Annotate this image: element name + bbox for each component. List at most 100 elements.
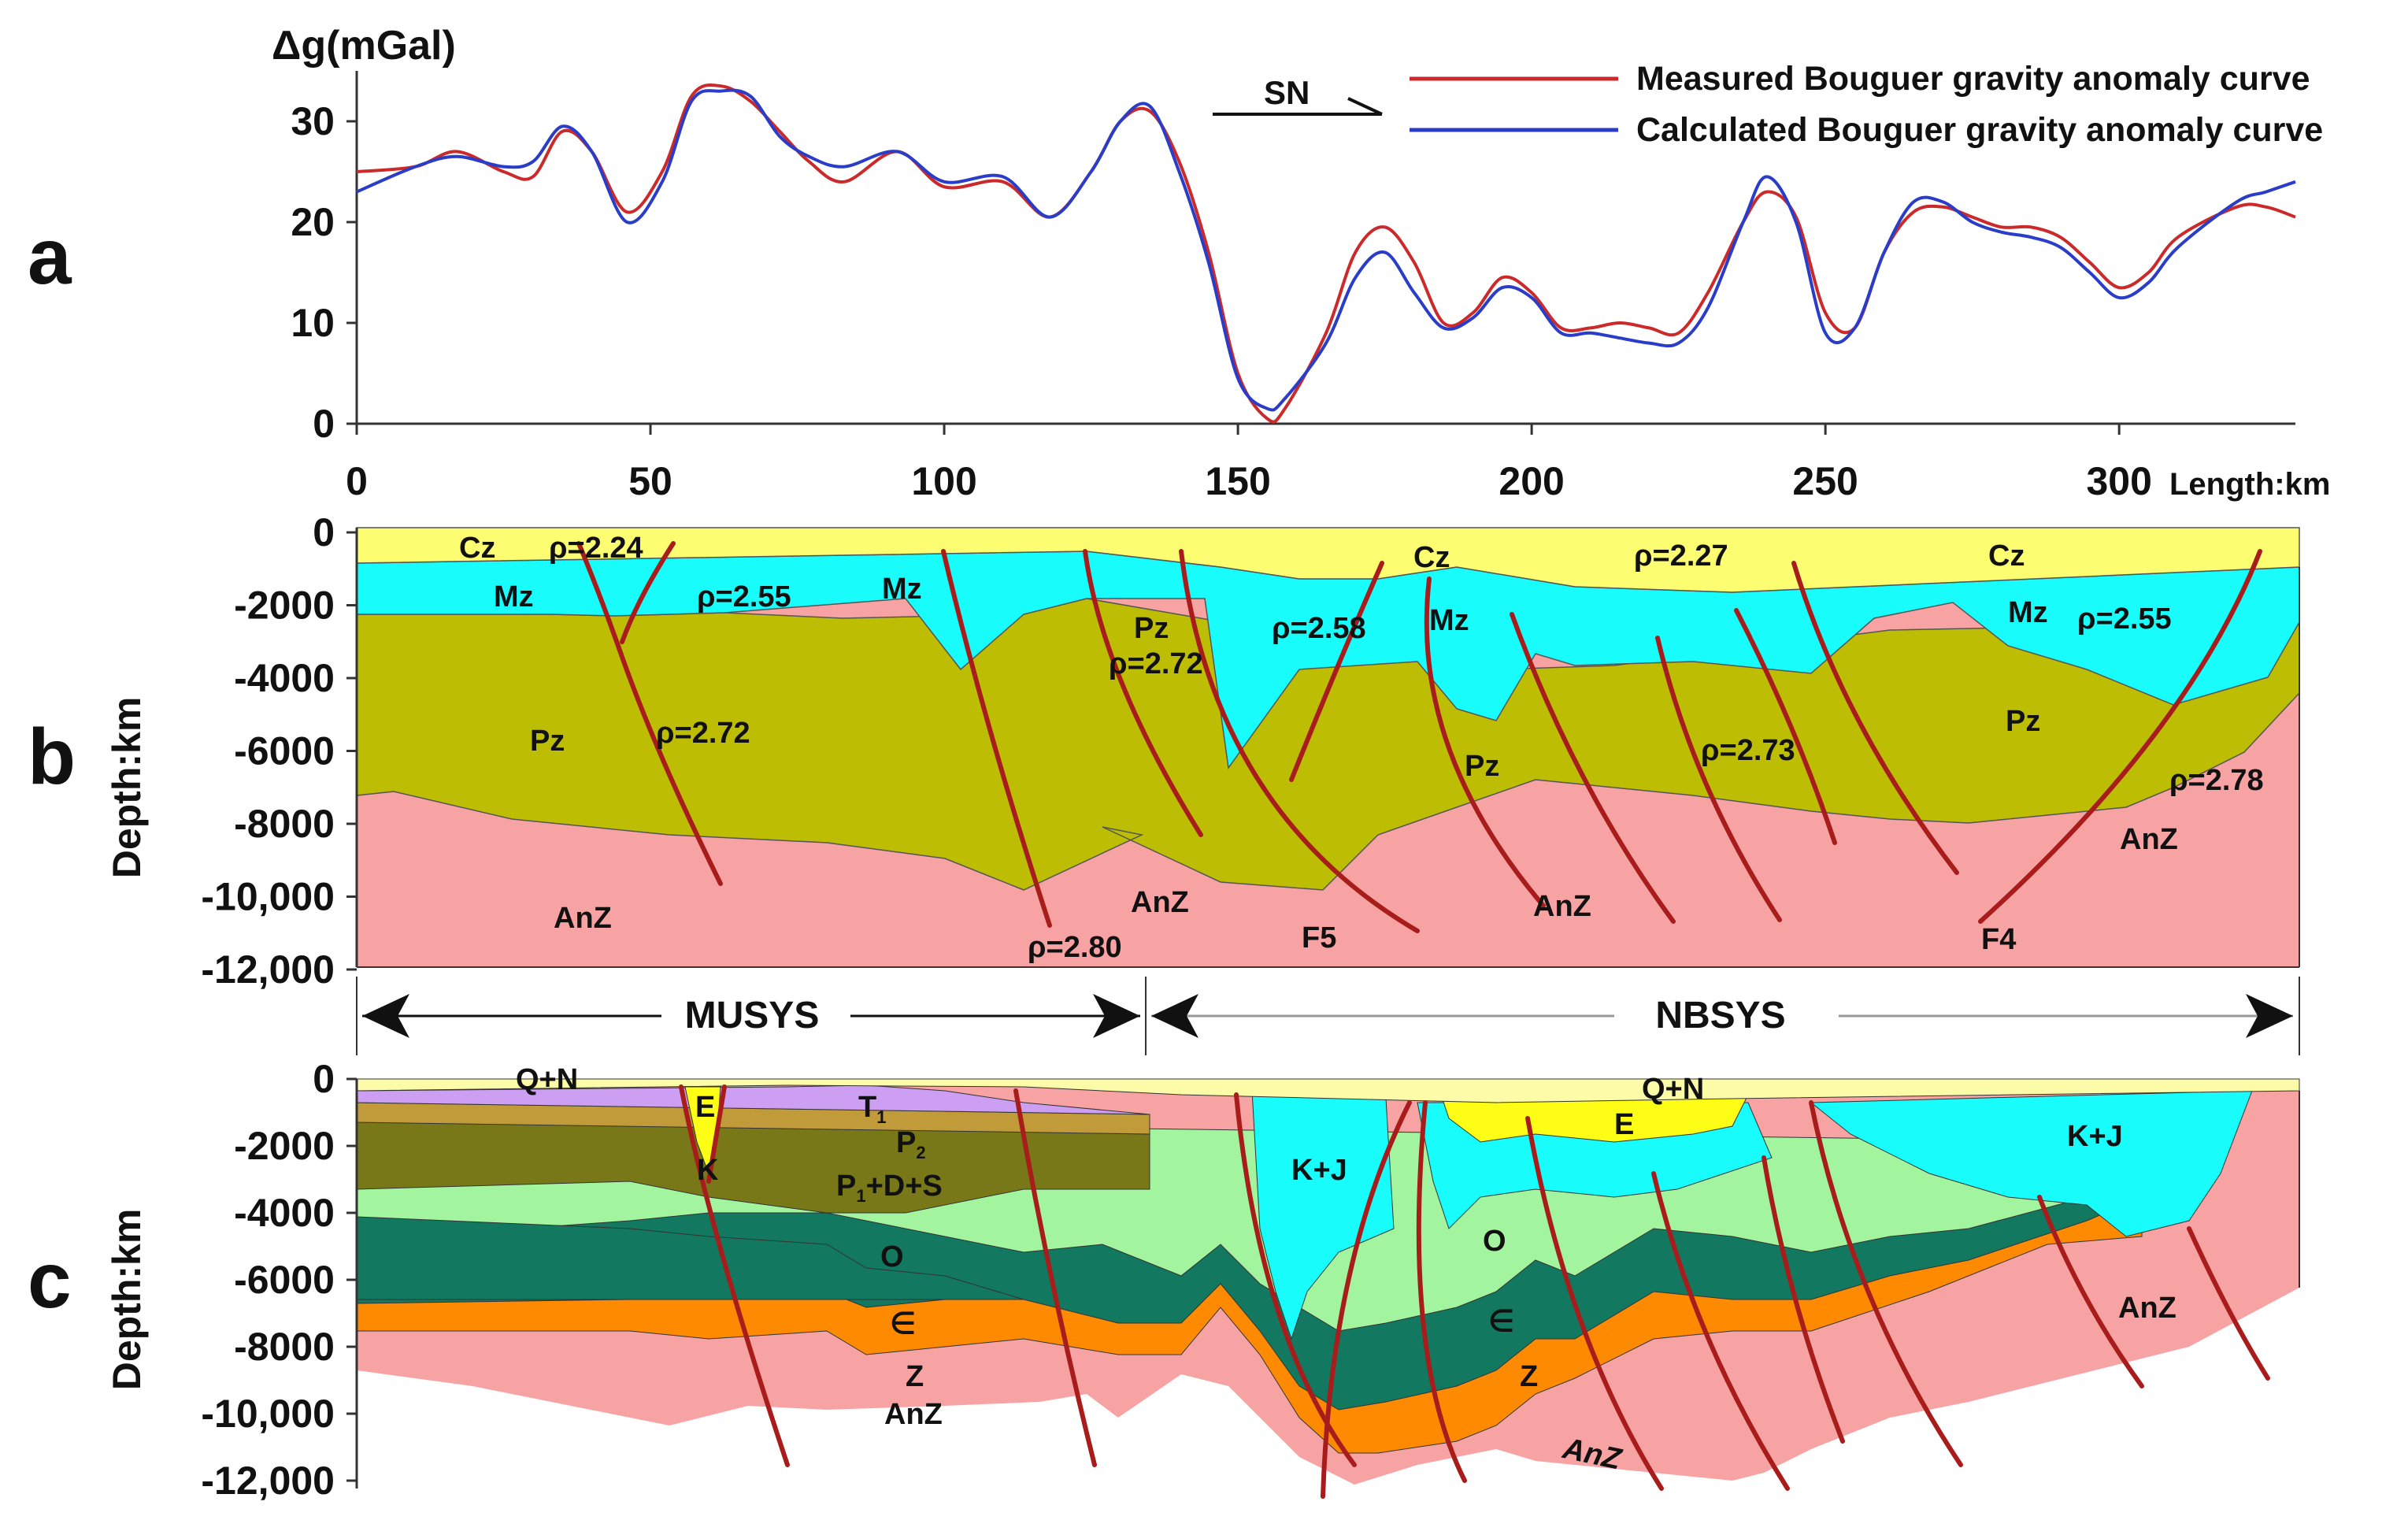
- fault-c4: [1234, 1092, 1357, 1467]
- direction-indicator: SN: [1213, 74, 1383, 116]
- panel-a: a Δg(mGal) 0 10 20 30 0 50 100 150 200 250 300 Le…: [28, 23, 2330, 503]
- label-c-cambrian-1: ∈: [890, 1307, 916, 1340]
- fault-b11: [1791, 561, 1959, 875]
- label-anz-4: AnZ: [2120, 823, 2178, 856]
- fault-c12: [2187, 1226, 2270, 1381]
- panel-a-ytick-label: 30: [291, 99, 335, 143]
- unit-c-t1: [356, 1084, 1150, 1115]
- fault-b3: [941, 549, 1052, 928]
- nbsys-label: NBSYS: [1655, 995, 1785, 1036]
- panel-a-yticks: 0 10 20 30: [291, 99, 357, 446]
- label-c-z-2: Z: [1520, 1360, 1538, 1393]
- panel-c-yticks: 0 -2000 -4000 -6000 -8000 -10,000 -12,000: [201, 1057, 357, 1503]
- label-anz-3: AnZ: [1533, 890, 1591, 923]
- fault-c9: [1762, 1155, 1845, 1444]
- panel-c: c Depth:km 0 -2000 -4000 -6000 -8000 -10,000 -…: [28, 1057, 2300, 1503]
- fault-b6: [1289, 561, 1384, 782]
- label-mz-1: Mz: [494, 580, 534, 614]
- legend: Measured Bouguer gravity anomaly curve C…: [1410, 60, 2323, 149]
- panel-b: b Depth:km 0 -2000 -4000 -6000 -8000 -10,000 -…: [28, 510, 2300, 992]
- nbsys-left-arrowhead: [1151, 994, 1198, 1038]
- panel-a-xtick-label: 300: [2086, 459, 2151, 503]
- label-c-kj-1: K+J: [1291, 1154, 1347, 1187]
- label-c-o-1: O: [880, 1240, 904, 1273]
- system-divider: MUSYS NBSYS: [356, 977, 2300, 1055]
- direction-arrow-head: [1347, 97, 1383, 116]
- label-c-e-1: E: [695, 1091, 715, 1124]
- label-rho-273: ρ=2.73: [1701, 734, 1795, 767]
- panel-b-ylabel: Depth:km: [105, 697, 149, 879]
- fault-c1: [679, 1084, 790, 1467]
- fault-b10: [1734, 608, 1837, 845]
- panel-a-xtick-label: 0: [346, 459, 368, 503]
- panel-a-ytick-label: 10: [291, 301, 335, 345]
- fault-c7: [1525, 1116, 1664, 1491]
- direction-label: SN: [1264, 74, 1310, 111]
- panel-a-xtick-label: 100: [911, 459, 976, 503]
- label-cz-2: Cz: [1413, 541, 1450, 574]
- musys-label: MUSYS: [685, 995, 820, 1036]
- panel-c-ytick-label: -10,000: [201, 1392, 335, 1436]
- panel-c-ytick-label: -6000: [234, 1258, 335, 1302]
- panel-c-ytick-label: -8000: [234, 1325, 335, 1369]
- fault-c8: [1651, 1171, 1790, 1491]
- label-mz-4: Mz: [2008, 596, 2048, 629]
- unit-c-kj-1: [1251, 1090, 1395, 1340]
- fault-c6: [1416, 1100, 1467, 1483]
- panel-c-ytick-label: -4000: [234, 1191, 335, 1235]
- unit-c-e-1: [1440, 1094, 1749, 1143]
- label-rho-280: ρ=2.80: [1028, 931, 1122, 964]
- nbsys-right-arrowhead: [2246, 994, 2293, 1038]
- label-pz-3: Pz: [1465, 750, 1499, 783]
- panel-c-label: c: [28, 1236, 72, 1325]
- panel-b-ytick-label: -12,000: [201, 947, 335, 992]
- fault-b2: [620, 541, 676, 644]
- panel-b-ytick-label: 0: [313, 510, 335, 554]
- legend-label-measured: Measured Bouguer gravity anomaly curve: [1636, 60, 2310, 98]
- panel-a-xtick-label: 200: [1499, 459, 1564, 503]
- unit-c-pds: [356, 1118, 1150, 1214]
- fault-b4: [1083, 549, 1203, 837]
- label-anz-2: AnZ: [1131, 886, 1189, 919]
- label-c-qn-1: Q+N: [516, 1063, 578, 1096]
- label-c-p1ds: P1+D+S: [836, 1170, 943, 1206]
- panel-a-xticks: 0 50 100 150 200 250 300: [346, 424, 2152, 503]
- panel-a-label: a: [28, 213, 72, 301]
- panel-b-label: b: [28, 713, 76, 801]
- panel-b-ytick-label: -8000: [234, 802, 335, 846]
- label-cz-3: Cz: [1988, 539, 2025, 573]
- label-rho-255b: ρ=2.55: [2077, 602, 2172, 636]
- label-mz-3: Mz: [1429, 604, 1469, 637]
- label-f4: F4: [1981, 923, 2016, 956]
- label-rho-258: ρ=2.58: [1272, 612, 1366, 645]
- musys-right-arrowhead: [1093, 994, 1140, 1038]
- panel-a-xlabel: Length:km: [2169, 467, 2330, 502]
- fault-c2: [706, 1084, 727, 1184]
- panel-c-ylabel: Depth:km: [105, 1209, 149, 1391]
- label-c-anz-1: AnZ: [884, 1398, 943, 1431]
- label-pz-2: Pz: [1134, 612, 1169, 645]
- unit-c-o-lower: [356, 1216, 1024, 1300]
- label-c-k: K: [697, 1154, 719, 1187]
- panel-c-ytick-label: 0: [313, 1057, 335, 1101]
- fault-c5: [1321, 1100, 1412, 1499]
- label-anz-1: AnZ: [554, 902, 612, 935]
- label-c-z-1: Z: [906, 1360, 924, 1393]
- label-c-anz-3: AnZ: [2118, 1292, 2176, 1325]
- fault-b8: [1510, 612, 1676, 924]
- label-pz-1: Pz: [530, 725, 565, 758]
- label-f5: F5: [1302, 921, 1336, 955]
- panel-a-xtick-label: 250: [1792, 459, 1858, 503]
- fault-b12: [1978, 549, 2262, 924]
- panel-a-xtick-label: 50: [628, 459, 672, 503]
- panel-a-ytick-label: 20: [291, 200, 335, 244]
- fault-c3: [1013, 1088, 1097, 1467]
- fault-b9: [1655, 636, 1782, 922]
- panel-b-ytick-label: -2000: [234, 584, 335, 628]
- label-rho-272b: ρ=2.72: [1109, 647, 1203, 680]
- panel-a-ytick-label: 0: [313, 402, 335, 446]
- panel-b-ytick-label: -6000: [234, 729, 335, 773]
- panel-c-ytick-label: -2000: [234, 1124, 335, 1168]
- label-c-cambrian-2: ∈: [1488, 1305, 1514, 1338]
